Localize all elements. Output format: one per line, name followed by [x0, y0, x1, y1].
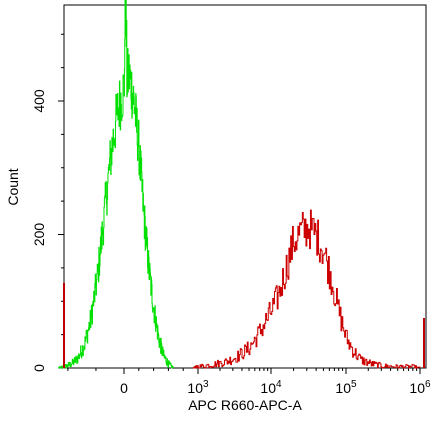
y-ticks: 0 200 400 [31, 33, 64, 372]
y-tick-label: 400 [31, 89, 47, 113]
x-axis-label: APC R660-APC-A [188, 397, 302, 413]
y-tick-label: 0 [31, 364, 47, 372]
x-tick-label: 106 [409, 379, 431, 396]
series-line-red [192, 209, 421, 369]
plot-frame [63, 4, 427, 369]
x-tick-label: 0 [120, 380, 128, 396]
y-axis-label: Count [5, 168, 21, 205]
x-tick-label: 103 [187, 379, 209, 396]
x-ticks: 0 103 104 105 106 [67, 368, 431, 396]
x-tick-label: 104 [260, 379, 282, 396]
series-lines [58, 0, 421, 369]
x-tick-label: 105 [335, 379, 357, 396]
y-tick-label: 200 [31, 223, 47, 247]
series-line-green [58, 0, 174, 369]
